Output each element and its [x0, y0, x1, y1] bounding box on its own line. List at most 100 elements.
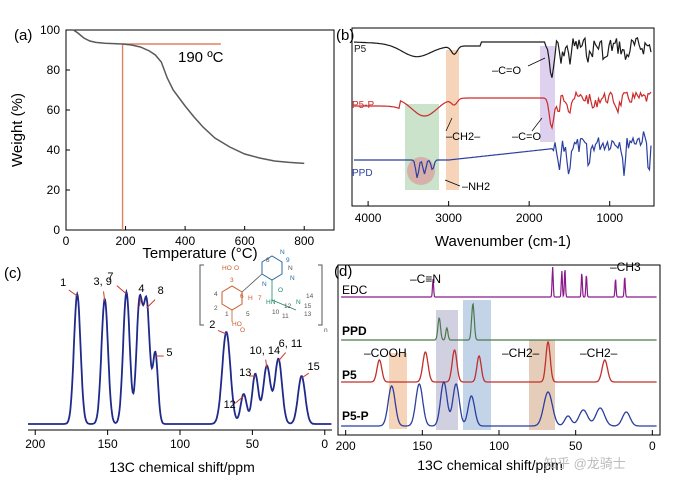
c-peak-label-2: 7	[107, 271, 113, 283]
panel-b-annotation-co-top: –C=O	[492, 65, 521, 77]
structure-label-18: N	[296, 299, 301, 306]
structure-label-25: N	[290, 275, 295, 282]
panel-d: (d) EDC PPD P5 P5-P –C≡N –CH3 –COOH –CH2…	[334, 260, 661, 473]
panel-d-legend-p5p: P5-P	[342, 409, 369, 423]
structure-label-3: 4	[214, 291, 218, 298]
a-ytick-label-3: 60	[47, 103, 61, 117]
panel-d-annotation-ch2-b: –CH2–	[580, 346, 618, 360]
panel-d-annotation-cn: –C≡N	[410, 272, 441, 286]
panel-d-series-ppd	[341, 302, 657, 341]
structure-label-23: O	[240, 327, 245, 334]
structure-label-1: O	[234, 265, 239, 272]
panel-b-annotation-co-mid: –C=O	[512, 131, 541, 143]
c-peak-pointer-6	[217, 329, 227, 335]
panel-a-ylabel: Weight (%)	[9, 93, 26, 167]
structure-label-12: 9	[286, 257, 290, 264]
structure-bond-1	[241, 273, 263, 293]
panel-b-label: (b)	[336, 27, 354, 44]
panel-a-label: (a)	[14, 27, 32, 44]
panel-b-pointer-2	[445, 117, 453, 132]
c-peak-pointer-1	[103, 291, 106, 302]
c-peak-label-7: 12	[224, 399, 236, 411]
a-ytick-label-5: 100	[40, 23, 60, 37]
b-xtick-label-1: 3000	[435, 211, 462, 225]
structure-label-16: 11	[282, 313, 289, 320]
structure-label-10: 8	[266, 257, 270, 264]
c-peak-pointer-7	[234, 395, 245, 404]
d-xtick-label-1: 150	[412, 439, 432, 453]
panel-a: (a) 0 20 40 60 80 100 0 200 400 600 800 190 ºC Te…	[9, 23, 335, 262]
c-peak-label-1: 3, 9	[94, 276, 112, 288]
structure-label-7: 6	[240, 293, 244, 300]
c-peak-label-4: 8	[158, 285, 164, 297]
d-xtick-label-0: 200	[336, 439, 356, 453]
panel-c-x-ticks: 200 150 100 50 0	[25, 430, 328, 451]
panel-b: (b) P5 P5-P PPD –C=O –CH2– –C=O –NH2 400…	[336, 27, 655, 250]
panel-b-pointer-1	[527, 57, 546, 67]
c-xtick-label-2: 100	[170, 437, 190, 451]
structure-label-4: 2	[214, 305, 218, 312]
panel-b-xlabel: Wavenumber (cm-1)	[435, 233, 571, 250]
structure-label-0: HO	[222, 265, 232, 272]
c-peak-label-8: 13	[239, 367, 251, 379]
panel-d-series-p5	[341, 340, 657, 383]
structure-bond-4	[271, 299, 297, 311]
a-xtick-label-4: 800	[294, 234, 314, 248]
b-xtick-label-2: 2000	[516, 211, 543, 225]
panel-c-label: (c)	[4, 265, 22, 282]
structure-label-14: HN	[266, 299, 276, 306]
structure-label-17: 12	[284, 303, 292, 310]
structure-label-8: H	[248, 295, 253, 302]
c-peak-pointer-4	[146, 299, 156, 309]
structure-label-15: 10	[272, 309, 280, 316]
panel-b-series-p5	[354, 36, 652, 78]
panel-b-pointer-3	[531, 117, 543, 132]
panel-a-annotation: 190 ºC	[178, 49, 224, 66]
panel-b-legend-p5: P5	[354, 44, 367, 55]
watermark: 知乎 @龙骑士	[544, 456, 626, 471]
c-xtick-label-4: 0	[321, 437, 328, 451]
a-ytick-label-4: 80	[47, 63, 61, 77]
structure-label-5: 1	[225, 311, 229, 318]
panel-b-frame	[351, 27, 655, 207]
panel-c-xlabel: 13C chemical shift/ppm	[109, 459, 255, 475]
a-ytick-label-0: 0	[53, 223, 60, 237]
panel-b-highlight-circle	[407, 157, 435, 185]
c-peak-pointer-0	[68, 289, 78, 297]
structure-label-13: O	[278, 287, 283, 294]
panel-d-highlight-1	[389, 353, 407, 429]
panel-d-legend-ppd: PPD	[342, 324, 367, 338]
c-peak-label-10: 6, 11	[279, 338, 303, 350]
structure-ring-2	[261, 255, 283, 281]
structure-label-26: N	[262, 281, 267, 288]
panel-b-annotation-nh2: –NH2	[462, 181, 490, 193]
panel-a-y-ticks: 0 20 40 60 80 100	[40, 23, 70, 237]
c-xtick-label-3: 50	[246, 437, 260, 451]
panel-a-frame	[65, 29, 335, 231]
structure-ring-1	[221, 285, 243, 311]
panel-d-legend-edc: EDC	[342, 283, 368, 297]
panel-b-legend-ppd: PPD	[352, 168, 373, 179]
structure-label-24: n	[324, 327, 328, 334]
a-xtick-label-2: 400	[175, 234, 195, 248]
a-ytick-label-2: 40	[47, 143, 61, 157]
panel-a-x-ticks: 0 200 400 600 800	[63, 226, 315, 248]
structure-label-20: 14	[306, 293, 314, 300]
structure-label-9: 7	[258, 295, 262, 302]
c-peak-label-0: 1	[60, 277, 66, 289]
panel-a-xlabel: Temperature (°C)	[142, 245, 257, 262]
panel-c-spectrum	[28, 288, 332, 425]
c-peak-pointer-10	[278, 352, 287, 362]
d-xtick-label-2: 100	[489, 439, 509, 453]
structure-label-11: N	[288, 265, 293, 272]
structure-label-22: HO	[232, 321, 242, 328]
c-peak-label-11: 15	[307, 361, 319, 373]
panel-d-series-p5p	[341, 381, 657, 427]
panel-d-series-edc	[341, 266, 657, 298]
c-peak-pointer-9	[265, 359, 268, 369]
d-xtick-label-3: 50	[569, 439, 583, 453]
panel-b-x-ticks: 4000 3000 2000 1000	[355, 201, 623, 225]
panel-d-annotation-cooh: –COOH	[364, 346, 407, 360]
